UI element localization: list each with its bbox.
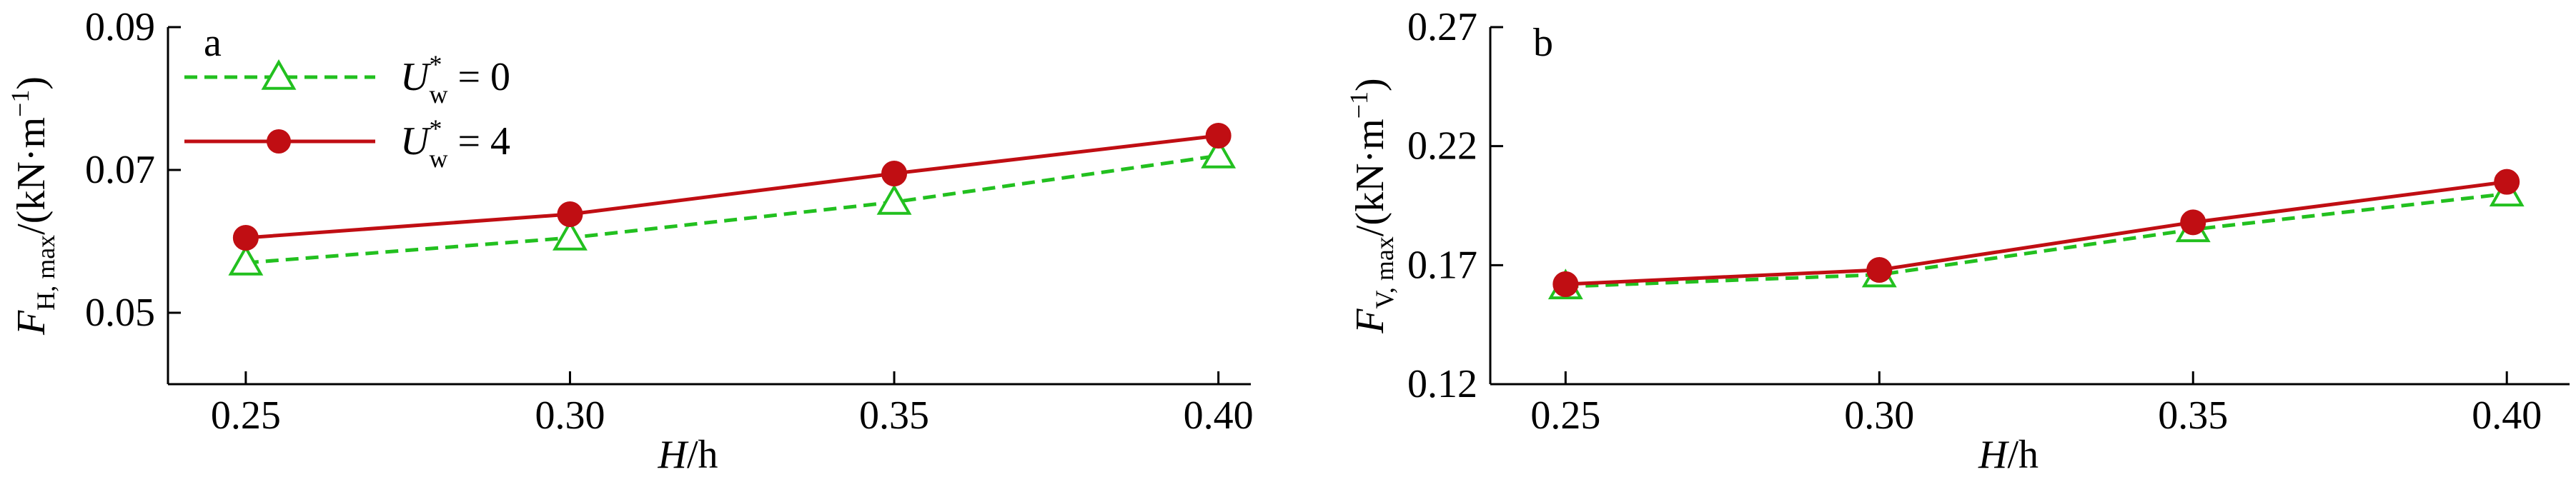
legend-label-rest: = 4 — [447, 119, 510, 164]
series-circle — [232, 123, 1232, 251]
series-triangle — [228, 137, 1237, 276]
data-point — [1205, 123, 1232, 149]
data-point — [2180, 209, 2206, 236]
data-point — [1866, 257, 1893, 283]
y-axis-label-rest: /(kN·m — [9, 117, 54, 235]
y-axis-label-rest: /(kN·m — [1348, 119, 1392, 236]
x-axis-label-rest: /h — [2007, 433, 2038, 473]
series-line — [1565, 180, 2507, 286]
y-axis-label-sup: −1 — [1344, 91, 1373, 119]
legend-label-sup: * — [429, 114, 442, 143]
x-tick-label: 0.35 — [2158, 393, 2228, 438]
y-axis-label-main: F — [1348, 308, 1392, 334]
y-tick-label: 0.17 — [1407, 243, 1477, 287]
y-tick-label: 0.07 — [85, 148, 155, 192]
y-axis-label-sub: H, max — [31, 235, 60, 311]
series-line — [1565, 191, 2507, 288]
data-point — [1552, 271, 1579, 297]
x-tick-label: 0.40 — [2472, 393, 2542, 438]
legend-label-main: U — [400, 119, 432, 164]
y-axis-label-sup: −1 — [6, 90, 34, 117]
legend-label-sub: w — [429, 144, 447, 173]
legend-label-sup: * — [429, 50, 442, 79]
legend-marker — [261, 59, 297, 90]
x-tick-label: 0.35 — [859, 393, 929, 438]
x-tick-label: 0.25 — [1530, 393, 1600, 438]
legend-marker — [267, 129, 291, 154]
x-axis-label: H/h — [1978, 433, 2038, 473]
y-tick-label: 0.27 — [1407, 5, 1477, 49]
data-point — [553, 219, 588, 251]
y-axis-label-main: F — [9, 310, 54, 336]
x-tick-label: 0.25 — [211, 393, 281, 438]
y-axis-label-sub: V, max — [1370, 236, 1399, 308]
x-axis-label-main: H — [657, 433, 688, 473]
legend-label: U* w = 0 — [400, 50, 510, 109]
series-line — [245, 154, 1219, 265]
y-tick-label: 0.05 — [85, 291, 155, 335]
legend: U* w = 0U* w = 4 — [184, 50, 510, 173]
y-axis-label-close: ) — [9, 76, 54, 90]
y-tick-label: 0.09 — [85, 5, 155, 49]
data-point — [2494, 169, 2520, 195]
x-axis-label-main: H — [1978, 433, 2009, 473]
series-line — [245, 134, 1219, 240]
x-tick-label: 0.30 — [535, 393, 605, 438]
data-point — [881, 161, 908, 186]
y-axis-label-close: ) — [1348, 78, 1392, 91]
x-tick-label: 0.40 — [1184, 393, 1254, 438]
data-point — [557, 201, 583, 227]
data-point — [1201, 137, 1237, 169]
panel-label: a — [204, 21, 222, 65]
data-point — [876, 184, 912, 215]
panel-label: b — [1533, 21, 1553, 65]
legend-label-rest: = 0 — [447, 55, 510, 99]
legend-label: U* w = 4 — [400, 114, 510, 173]
y-tick-label: 0.12 — [1407, 362, 1477, 406]
x-tick-label: 0.30 — [1844, 393, 1914, 438]
panel-b: 0.12 0.17 0.22 0.27 0.25 0.30 0.35 0.40 b H/h FV, … — [1344, 5, 2570, 477]
y-tick-label: 0.22 — [1407, 124, 1477, 169]
legend-label-main: U — [400, 55, 432, 99]
y-axis-label: FH, max/(kN·m−1) — [6, 76, 60, 336]
data-point — [228, 244, 264, 276]
legend-label-sub: w — [429, 80, 447, 109]
x-axis-label-rest: /h — [687, 433, 718, 473]
y-axis-label: FV, max/(kN·m−1) — [1344, 78, 1399, 333]
data-point — [232, 225, 259, 251]
series-circle — [1552, 169, 2520, 297]
x-axis-label: H/h — [657, 433, 718, 473]
